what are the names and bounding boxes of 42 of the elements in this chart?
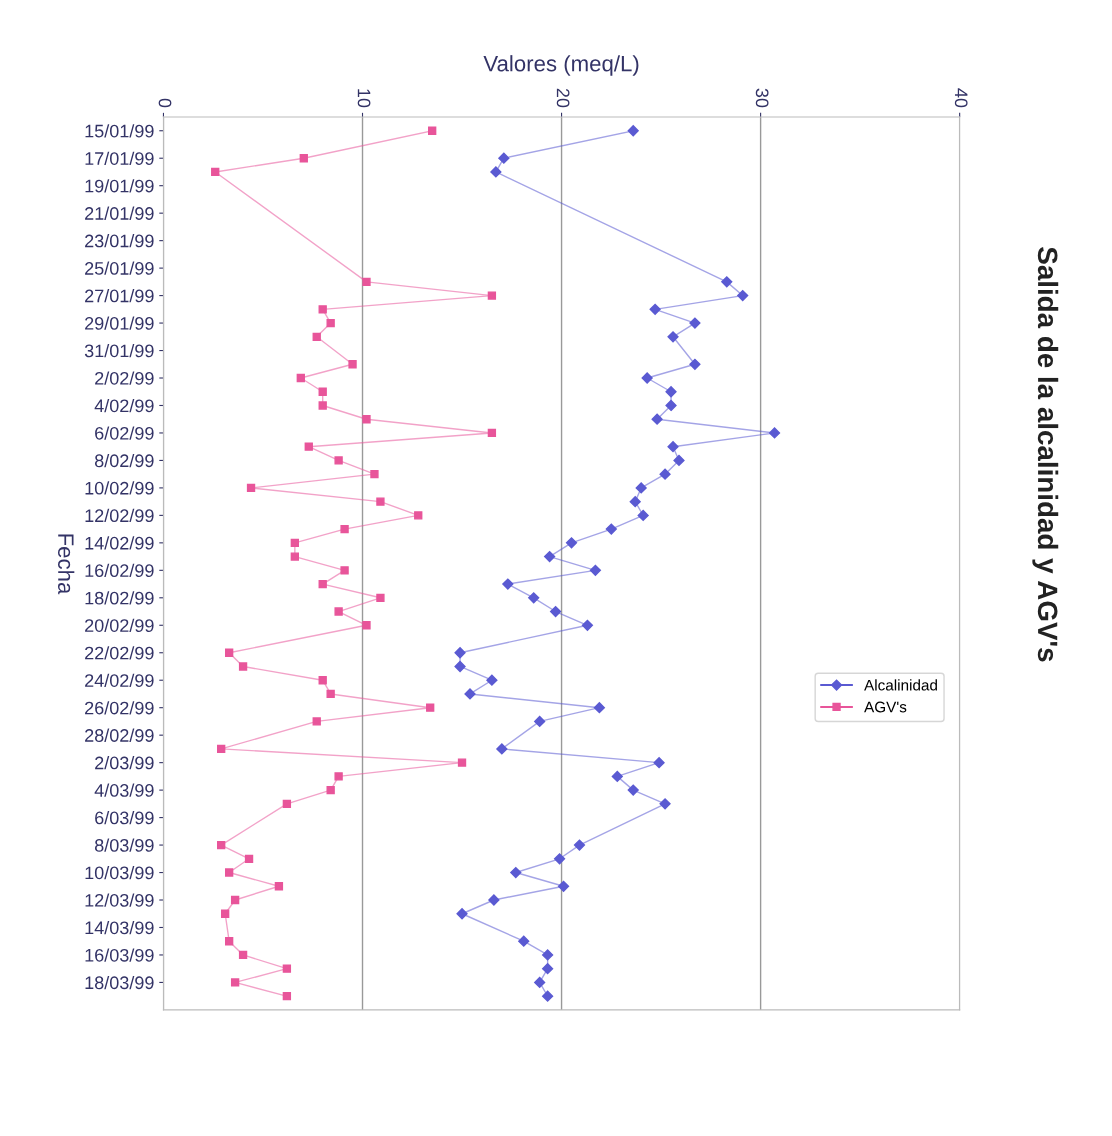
y-tick-label: 18/02/99: [85, 591, 154, 605]
y-tick-label: 25/01/99: [85, 261, 154, 275]
y-tick-label: 12/02/99: [85, 508, 154, 523]
x-tick-label: 40: [954, 88, 968, 108]
y-tick-label: 10/03/99: [85, 865, 154, 880]
x-tick-label: 0: [158, 98, 172, 108]
y-tick-label: 2/03/99: [95, 756, 154, 770]
text: Salida de la alcalinidad y AGV's: [1032, 247, 1059, 662]
y-tick-label: 27/01/99: [85, 289, 154, 303]
y-tick-label: 15/01/99: [85, 124, 154, 138]
y-tick-label: 14/02/99: [85, 536, 154, 550]
y-tick-label: 28/02/99: [85, 728, 154, 742]
y-tick-label: 22/02/99: [85, 646, 154, 660]
x-tick-label: 10: [357, 89, 371, 108]
y-tick-label: 21/01/99: [85, 206, 154, 220]
y-tick-label: 31/01/99: [84, 343, 154, 358]
y-tick-label: 8/02/99: [94, 453, 154, 468]
y-tick-label: 10/02/99: [85, 481, 154, 495]
y-tick-label: 18/03/99: [85, 975, 154, 990]
legend-label: AGV's: [864, 701, 907, 713]
y-tick-label: 24/02/99: [85, 673, 154, 687]
y-tick-label: 16/03/99: [85, 948, 154, 962]
y-tick-label: 4/02/99: [94, 398, 154, 413]
x-axis-title: Valores (meq/L): [483, 55, 639, 76]
y-tick-label: 8/03/99: [94, 838, 154, 852]
y-tick-label: 19/01/99: [85, 179, 154, 193]
y-tick-label: 20/02/99: [85, 618, 154, 632]
y-tick-label: 6/03/99: [95, 811, 154, 825]
y-tick-label: 6/02/99: [95, 426, 154, 440]
y-tick-label: 16/02/99: [85, 563, 154, 578]
x-tick-label: 30: [755, 88, 769, 108]
y-tick-label: 17/01/99: [85, 151, 154, 165]
x-tick-label: 20: [556, 88, 570, 108]
y-axis-title: Fecha: [58, 534, 75, 595]
legend-label: Alcalinidad: [864, 679, 937, 691]
y-tick-label: 26/02/99: [85, 701, 154, 715]
y-tick-label: 14/03/99: [85, 920, 154, 935]
y-tick-label: 23/01/99: [85, 234, 154, 248]
y-tick-label: 29/01/99: [85, 316, 154, 330]
y-tick-label: 2/02/99: [95, 371, 154, 385]
y-tick-label: 12/03/99: [85, 893, 154, 907]
y-tick-label: 4/03/99: [94, 783, 154, 797]
